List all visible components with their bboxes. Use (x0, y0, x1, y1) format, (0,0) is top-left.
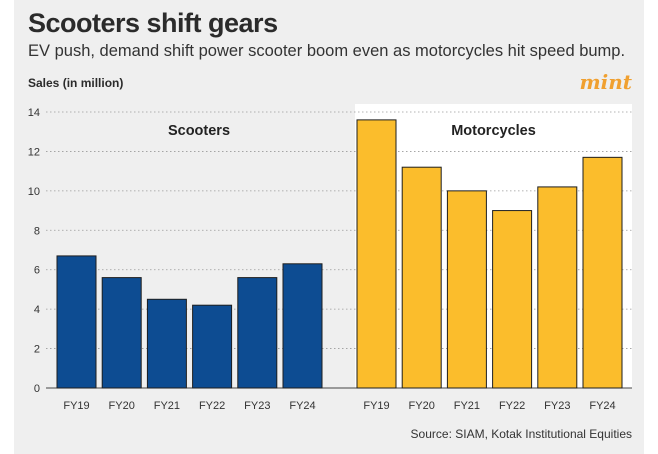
bar-scooters-fy19 (56, 255, 97, 389)
x-tick-label: FY19 (63, 400, 89, 412)
chart-subtitle: EV push, demand shift power scooter boom… (28, 42, 626, 60)
x-tick-label: FY24 (589, 400, 615, 412)
bar-chart: 0 2 4 6 8 10 12 14 Scooters FY19 FY20 FY21 FY22 FY23 F… (28, 104, 632, 412)
x-tick-label: FY20 (109, 400, 135, 412)
y-tick-label: 0 (34, 383, 40, 395)
x-tick-label: FY23 (544, 400, 570, 412)
x-tick-label: FY21 (454, 400, 480, 412)
brand-logo: mint (579, 70, 632, 94)
bar-motorcycles-fy20 (401, 166, 442, 389)
bar-motorcycles-fy24 (582, 156, 623, 389)
bar-scooters-fy21 (146, 298, 187, 389)
panel-title-motorcycles: Motorcycles (451, 123, 536, 139)
source-note: Source: SIAM, Kotak Institutional Equiti… (410, 427, 632, 441)
panel-title-scooters: Scooters (168, 123, 230, 139)
bar-motorcycles-fy21 (446, 190, 487, 389)
bar-motorcycles-fy22 (492, 210, 533, 389)
bar-scooters-fy20 (101, 277, 142, 389)
bar-motorcycles-fy19 (356, 119, 397, 389)
bar-scooters-fy22 (192, 304, 233, 389)
x-tick-label: FY23 (244, 400, 270, 412)
x-tick-label: FY24 (289, 400, 315, 412)
x-tick-label: FY19 (363, 400, 389, 412)
x-tick-label: FY22 (499, 400, 525, 412)
y-tick-label: 2 (34, 344, 40, 356)
y-tick-label: 12 (28, 146, 40, 158)
x-tick-label: FY22 (199, 400, 225, 412)
y-tick-label: 14 (28, 107, 40, 119)
y-tick-label: 6 (34, 265, 40, 277)
chart-title: Scooters shift gears (28, 8, 278, 38)
x-tick-label: FY20 (409, 400, 435, 412)
chart-card: Scooters shift gears EV push, demand shi… (14, 0, 644, 454)
y-axis-label: Sales (in million) (28, 76, 124, 90)
y-tick-label: 4 (34, 304, 40, 316)
bar-motorcycles-fy23 (537, 186, 578, 389)
bar-scooters-fy24 (282, 263, 323, 389)
y-tick-label: 8 (34, 225, 40, 237)
x-tick-label: FY21 (154, 400, 180, 412)
y-tick-label: 10 (28, 186, 40, 198)
bar-scooters-fy23 (237, 277, 278, 389)
